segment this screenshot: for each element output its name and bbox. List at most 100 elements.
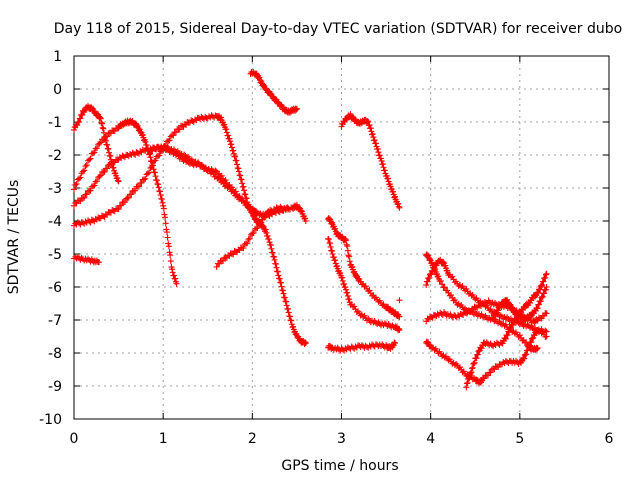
data-point: [105, 145, 112, 152]
data-point: [71, 186, 77, 193]
data-point: [152, 173, 159, 180]
data-point: [467, 369, 474, 376]
data-point: [166, 249, 173, 256]
data-point: [542, 274, 549, 281]
data-point: [332, 257, 339, 264]
data-point: [104, 165, 111, 172]
data-point: [91, 149, 98, 156]
data-point: [293, 105, 300, 112]
data-point: [277, 279, 284, 286]
data-point: [221, 121, 228, 128]
data-point: [299, 208, 306, 215]
data-point: [159, 199, 166, 206]
data-point: [170, 272, 177, 279]
data-point: [521, 355, 528, 362]
data-point: [223, 129, 230, 136]
data-point: [76, 118, 83, 125]
data-point: [451, 297, 458, 304]
data-point: [342, 237, 349, 244]
data-point: [158, 196, 165, 203]
data-point: [388, 185, 395, 192]
data-point: [73, 180, 80, 187]
data-point: [516, 332, 523, 339]
data-point: [286, 313, 293, 320]
data-point: [342, 236, 349, 243]
data-point: [169, 266, 176, 273]
data-point: [241, 187, 248, 194]
data-point: [427, 271, 434, 278]
x-tick-label: 6: [605, 431, 614, 447]
data-point: [81, 194, 88, 201]
data-point: [366, 122, 373, 129]
data-point: [95, 259, 102, 266]
data-point: [441, 284, 448, 291]
series-arc-16: [423, 326, 550, 387]
data-point: [346, 258, 353, 265]
data-point: [114, 174, 121, 181]
data-point: [504, 331, 511, 338]
x-tick-label: 5: [515, 431, 524, 447]
data-point: [362, 283, 369, 290]
data-point: [268, 245, 275, 252]
data-point: [364, 118, 371, 125]
data-point: [376, 152, 383, 159]
data-point: [285, 305, 291, 312]
data-point: [141, 176, 148, 183]
data-point: [285, 206, 291, 213]
y-axis-label: SDTVAR / TECUs: [6, 180, 22, 295]
data-point: [535, 289, 542, 296]
y-tick-label: -9: [48, 379, 62, 395]
data-point: [525, 343, 532, 350]
data-point: [271, 256, 278, 263]
data-point: [375, 149, 382, 156]
data-point: [465, 376, 472, 383]
data-point: [273, 264, 280, 271]
data-point: [487, 369, 494, 376]
data-point: [135, 183, 142, 190]
data-point: [538, 294, 545, 301]
data-point: [112, 170, 119, 177]
data-point: [424, 278, 431, 285]
data-point: [101, 136, 108, 143]
data-point: [506, 328, 513, 335]
data-point: [374, 145, 381, 152]
data-point: [437, 277, 444, 284]
data-point: [471, 359, 478, 366]
y-tick-label: -10: [39, 412, 62, 428]
data-point: [157, 192, 164, 199]
data-point: [346, 253, 353, 260]
data-point: [327, 243, 334, 250]
data-point: [181, 151, 188, 158]
data-point: [155, 152, 162, 159]
data-point: [240, 183, 247, 190]
data-point: [367, 125, 374, 132]
data-point: [107, 153, 114, 160]
data-point: [167, 258, 174, 265]
data-point: [543, 284, 550, 290]
data-point: [539, 293, 546, 300]
data-point: [242, 191, 249, 198]
data-point: [147, 165, 154, 172]
data-point: [77, 198, 84, 205]
data-point: [264, 232, 271, 239]
x-tick-label: 1: [159, 431, 168, 447]
data-point: [90, 183, 97, 190]
data-point: [329, 251, 336, 257]
data-point: [473, 355, 480, 362]
data-point: [470, 360, 477, 367]
data-point: [118, 202, 125, 209]
data-point: [81, 167, 88, 174]
data-point: [142, 138, 149, 145]
data-point: [142, 175, 149, 182]
series-arc-3: [71, 117, 180, 287]
data-point: [144, 170, 151, 177]
data-point: [254, 224, 261, 231]
data-point: [529, 335, 536, 342]
data-point: [502, 335, 509, 342]
y-tick-label: -5: [48, 247, 62, 263]
data-point: [542, 286, 549, 293]
data-point: [96, 140, 103, 147]
data-point: [101, 168, 108, 175]
data-point: [302, 215, 309, 222]
data-point: [466, 374, 473, 381]
